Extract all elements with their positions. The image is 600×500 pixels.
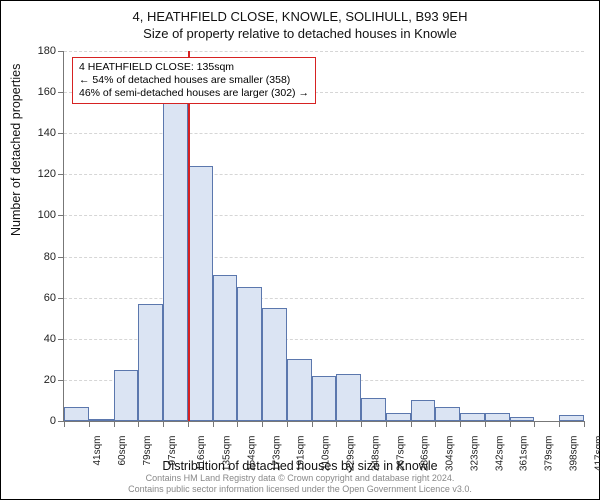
histogram-bar	[163, 88, 188, 421]
gridline	[64, 215, 584, 216]
y-tick-label: 140	[26, 127, 56, 139]
y-tick	[58, 339, 64, 340]
x-tick	[510, 421, 511, 427]
x-tick	[188, 421, 189, 427]
x-tick	[460, 421, 461, 427]
histogram-bar	[386, 413, 411, 421]
histogram-bar	[435, 407, 460, 421]
histogram-bar	[188, 166, 213, 421]
chart-title-line2: Size of property relative to detached ho…	[1, 24, 599, 47]
annotation-line: 4 HEATHFIELD CLOSE: 135sqm	[79, 61, 309, 74]
footer-line2: Contains public sector information licen…	[1, 484, 599, 495]
histogram-bar	[89, 419, 114, 421]
y-tick	[58, 215, 64, 216]
x-tick	[114, 421, 115, 427]
x-tick	[361, 421, 362, 427]
histogram-bar	[237, 287, 262, 421]
x-tick	[312, 421, 313, 427]
histogram-bar	[213, 275, 238, 421]
histogram-bar	[287, 359, 312, 421]
annotation-line: 46% of semi-detached houses are larger (…	[79, 87, 309, 100]
x-tick	[534, 421, 535, 427]
gridline	[64, 298, 584, 299]
histogram-bar	[361, 398, 386, 421]
y-tick	[58, 51, 64, 52]
x-tick	[386, 421, 387, 427]
histogram-bar	[510, 417, 535, 421]
histogram-bar	[411, 400, 436, 421]
y-tick-label: 100	[26, 209, 56, 221]
y-tick	[58, 133, 64, 134]
histogram-bar	[559, 415, 584, 421]
gridline	[64, 174, 584, 175]
x-tick	[237, 421, 238, 427]
histogram-bar	[485, 413, 510, 421]
y-tick	[58, 298, 64, 299]
footer-line1: Contains HM Land Registry data © Crown c…	[1, 473, 599, 484]
y-tick	[58, 380, 64, 381]
y-axis-label: Number of detached properties	[9, 64, 23, 236]
y-tick-label: 0	[26, 415, 56, 427]
x-axis-label: Distribution of detached houses by size …	[1, 459, 599, 473]
histogram-bar	[262, 308, 287, 421]
histogram-bar	[64, 407, 89, 421]
plot-area: 02040608010012014016018041sqm60sqm79sqm9…	[63, 51, 583, 421]
x-tick	[559, 421, 560, 427]
histogram-bar	[336, 374, 361, 421]
x-tick	[485, 421, 486, 427]
x-tick	[213, 421, 214, 427]
histogram-bar	[138, 304, 163, 421]
x-tick	[262, 421, 263, 427]
x-tick	[138, 421, 139, 427]
y-tick-label: 60	[26, 292, 56, 304]
y-tick-label: 80	[26, 251, 56, 263]
property-size-chart: 4, HEATHFIELD CLOSE, KNOWLE, SOLIHULL, B…	[0, 0, 600, 500]
x-tick	[336, 421, 337, 427]
x-tick	[287, 421, 288, 427]
x-tick	[435, 421, 436, 427]
y-tick	[58, 257, 64, 258]
y-tick-label: 40	[26, 333, 56, 345]
gridline	[64, 133, 584, 134]
annotation-box: 4 HEATHFIELD CLOSE: 135sqm← 54% of detac…	[72, 57, 316, 104]
reference-line	[188, 51, 190, 421]
y-tick-label: 20	[26, 374, 56, 386]
x-tick	[163, 421, 164, 427]
histogram-bar	[114, 370, 139, 421]
footer-attribution: Contains HM Land Registry data © Crown c…	[1, 473, 599, 495]
annotation-line: ← 54% of detached houses are smaller (35…	[79, 74, 309, 87]
y-tick-label: 160	[26, 86, 56, 98]
y-tick	[58, 92, 64, 93]
x-tick	[64, 421, 65, 427]
histogram-bar	[460, 413, 485, 421]
x-tick	[89, 421, 90, 427]
histogram-bar	[312, 376, 337, 421]
gridline	[64, 257, 584, 258]
chart-title-line1: 4, HEATHFIELD CLOSE, KNOWLE, SOLIHULL, B…	[1, 1, 599, 24]
y-tick	[58, 174, 64, 175]
y-tick-label: 120	[26, 168, 56, 180]
x-tick	[411, 421, 412, 427]
x-tick	[584, 421, 585, 427]
y-tick-label: 180	[26, 45, 56, 57]
gridline	[64, 51, 584, 52]
